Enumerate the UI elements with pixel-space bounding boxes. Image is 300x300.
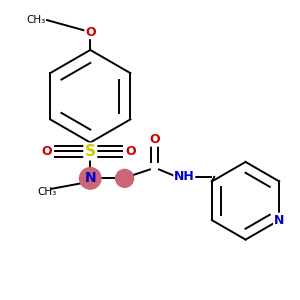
Text: CH₃: CH₃	[26, 15, 46, 25]
Text: O: O	[125, 145, 136, 158]
Text: O: O	[85, 26, 96, 38]
Circle shape	[116, 169, 134, 187]
Text: CH₃: CH₃	[38, 187, 57, 197]
Text: N: N	[274, 214, 284, 227]
Circle shape	[80, 168, 101, 189]
Text: O: O	[149, 133, 160, 146]
Text: N: N	[85, 171, 96, 185]
Text: NH: NH	[174, 170, 195, 183]
Text: S: S	[85, 144, 96, 159]
Text: O: O	[42, 145, 52, 158]
